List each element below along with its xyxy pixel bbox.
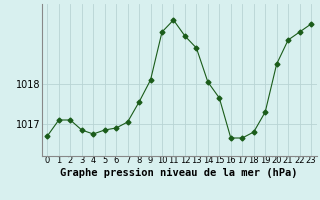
X-axis label: Graphe pression niveau de la mer (hPa): Graphe pression niveau de la mer (hPa) xyxy=(60,168,298,178)
